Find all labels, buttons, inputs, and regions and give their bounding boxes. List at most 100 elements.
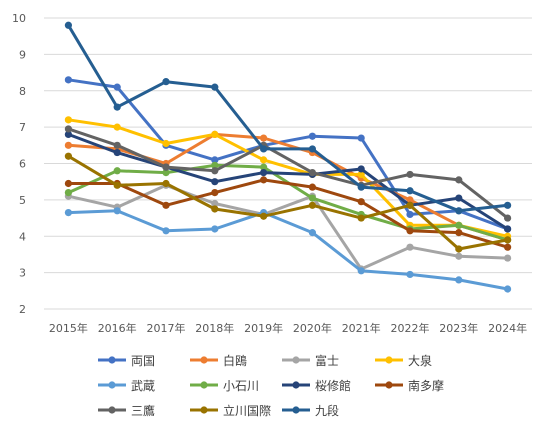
legend-entry: 三鷹 (98, 403, 155, 418)
data-point (162, 139, 170, 148)
data-point (113, 181, 121, 189)
legend-entry: 立川国際 (190, 403, 271, 418)
legend-marker (200, 356, 208, 364)
data-point (211, 83, 219, 91)
data-point (113, 141, 121, 149)
gridlines (44, 17, 532, 310)
data-point (260, 212, 268, 220)
y-axis-tick-labels: 2 3 4 5 6 7 8 9 10 (12, 12, 26, 316)
data-point (357, 170, 365, 179)
x-tick-label: 2019年 (244, 321, 283, 335)
y-tick-label: 4 (19, 230, 26, 243)
data-point (211, 167, 219, 175)
legend-entry: 桜修館 (282, 378, 351, 393)
legend-marker (200, 381, 208, 389)
data-point (455, 276, 463, 284)
data-point (113, 148, 121, 157)
data-point (308, 229, 316, 237)
data-point (162, 163, 170, 171)
legend-entry: 白鴎 (190, 353, 247, 368)
x-tick-label: 2018年 (195, 321, 234, 335)
data-point (260, 134, 268, 142)
legend-entry: 小石川 (190, 379, 259, 393)
data-point (308, 168, 316, 177)
legend-entry: 富士 (282, 353, 339, 368)
data-point (211, 199, 219, 208)
data-point (455, 176, 463, 184)
legend-label: 白鴎 (223, 353, 247, 368)
legend-marker (108, 381, 116, 389)
legend-entry: 大泉 (375, 354, 432, 368)
series-10 (64, 21, 512, 215)
legend-label: 両国 (131, 354, 155, 368)
data-point (260, 176, 268, 184)
legend-entry: 南多摩 (375, 378, 444, 393)
x-axis-tick-labels: 2015年 2016年 2017年 2018年 2019年 2020年 2021年 2022年… (49, 321, 527, 335)
data-point (406, 210, 414, 219)
y-tick-label: 7 (19, 121, 26, 134)
data-point (260, 156, 268, 164)
data-point (211, 161, 219, 169)
data-point (162, 201, 170, 209)
series-line (66, 127, 510, 220)
data-point (113, 123, 121, 131)
data-point (406, 170, 414, 179)
data-point (308, 145, 316, 153)
series-7 (64, 176, 512, 251)
legend-marker (292, 406, 300, 414)
data-point (64, 189, 72, 197)
legend-marker (200, 406, 208, 414)
data-point (162, 227, 170, 235)
legend-label: 三鷹 (131, 403, 155, 418)
data-point (260, 168, 268, 177)
data-point (504, 285, 512, 293)
legend-entry: 九段 (282, 403, 339, 418)
data-point (308, 194, 316, 202)
legend-label: 武蔵 (131, 379, 155, 393)
series-line (66, 154, 510, 251)
legend-marker (108, 356, 116, 364)
y-tick-label: 8 (19, 85, 26, 98)
data-point (455, 194, 463, 202)
data-point (211, 189, 219, 197)
data-point (357, 165, 365, 173)
data-point (162, 168, 170, 177)
data-point (113, 103, 121, 111)
series-lines (64, 21, 512, 293)
data-point (64, 152, 72, 160)
data-point (504, 243, 512, 251)
series-line (66, 178, 510, 249)
data-point (357, 183, 365, 191)
data-point (64, 130, 72, 138)
series-line (66, 183, 510, 271)
data-point (504, 236, 512, 244)
y-tick-label: 2 (19, 303, 26, 316)
data-point (455, 221, 463, 229)
data-point (211, 156, 219, 164)
data-point (113, 167, 121, 175)
data-point (260, 145, 268, 153)
legend-label: 九段 (315, 403, 339, 418)
data-point (406, 227, 414, 235)
legend-marker (385, 381, 393, 389)
data-point (406, 201, 414, 209)
legend-label: 小石川 (223, 379, 259, 393)
legend-label: 立川国際 (223, 403, 271, 418)
y-tick-label: 3 (19, 267, 26, 280)
data-point (64, 76, 72, 84)
series-line (66, 23, 510, 213)
data-point (504, 225, 512, 233)
data-point (162, 179, 170, 188)
x-tick-label: 2021年 (342, 321, 381, 335)
data-point (113, 207, 121, 215)
series-line (66, 209, 510, 291)
data-point (357, 214, 365, 222)
legend-marker (385, 356, 393, 364)
legend-entry: 両国 (98, 354, 155, 368)
data-point (357, 134, 365, 142)
data-point (308, 132, 316, 140)
x-tick-label: 2022年 (391, 321, 430, 335)
x-tick-label: 2015年 (49, 321, 88, 335)
series-4 (64, 207, 512, 293)
